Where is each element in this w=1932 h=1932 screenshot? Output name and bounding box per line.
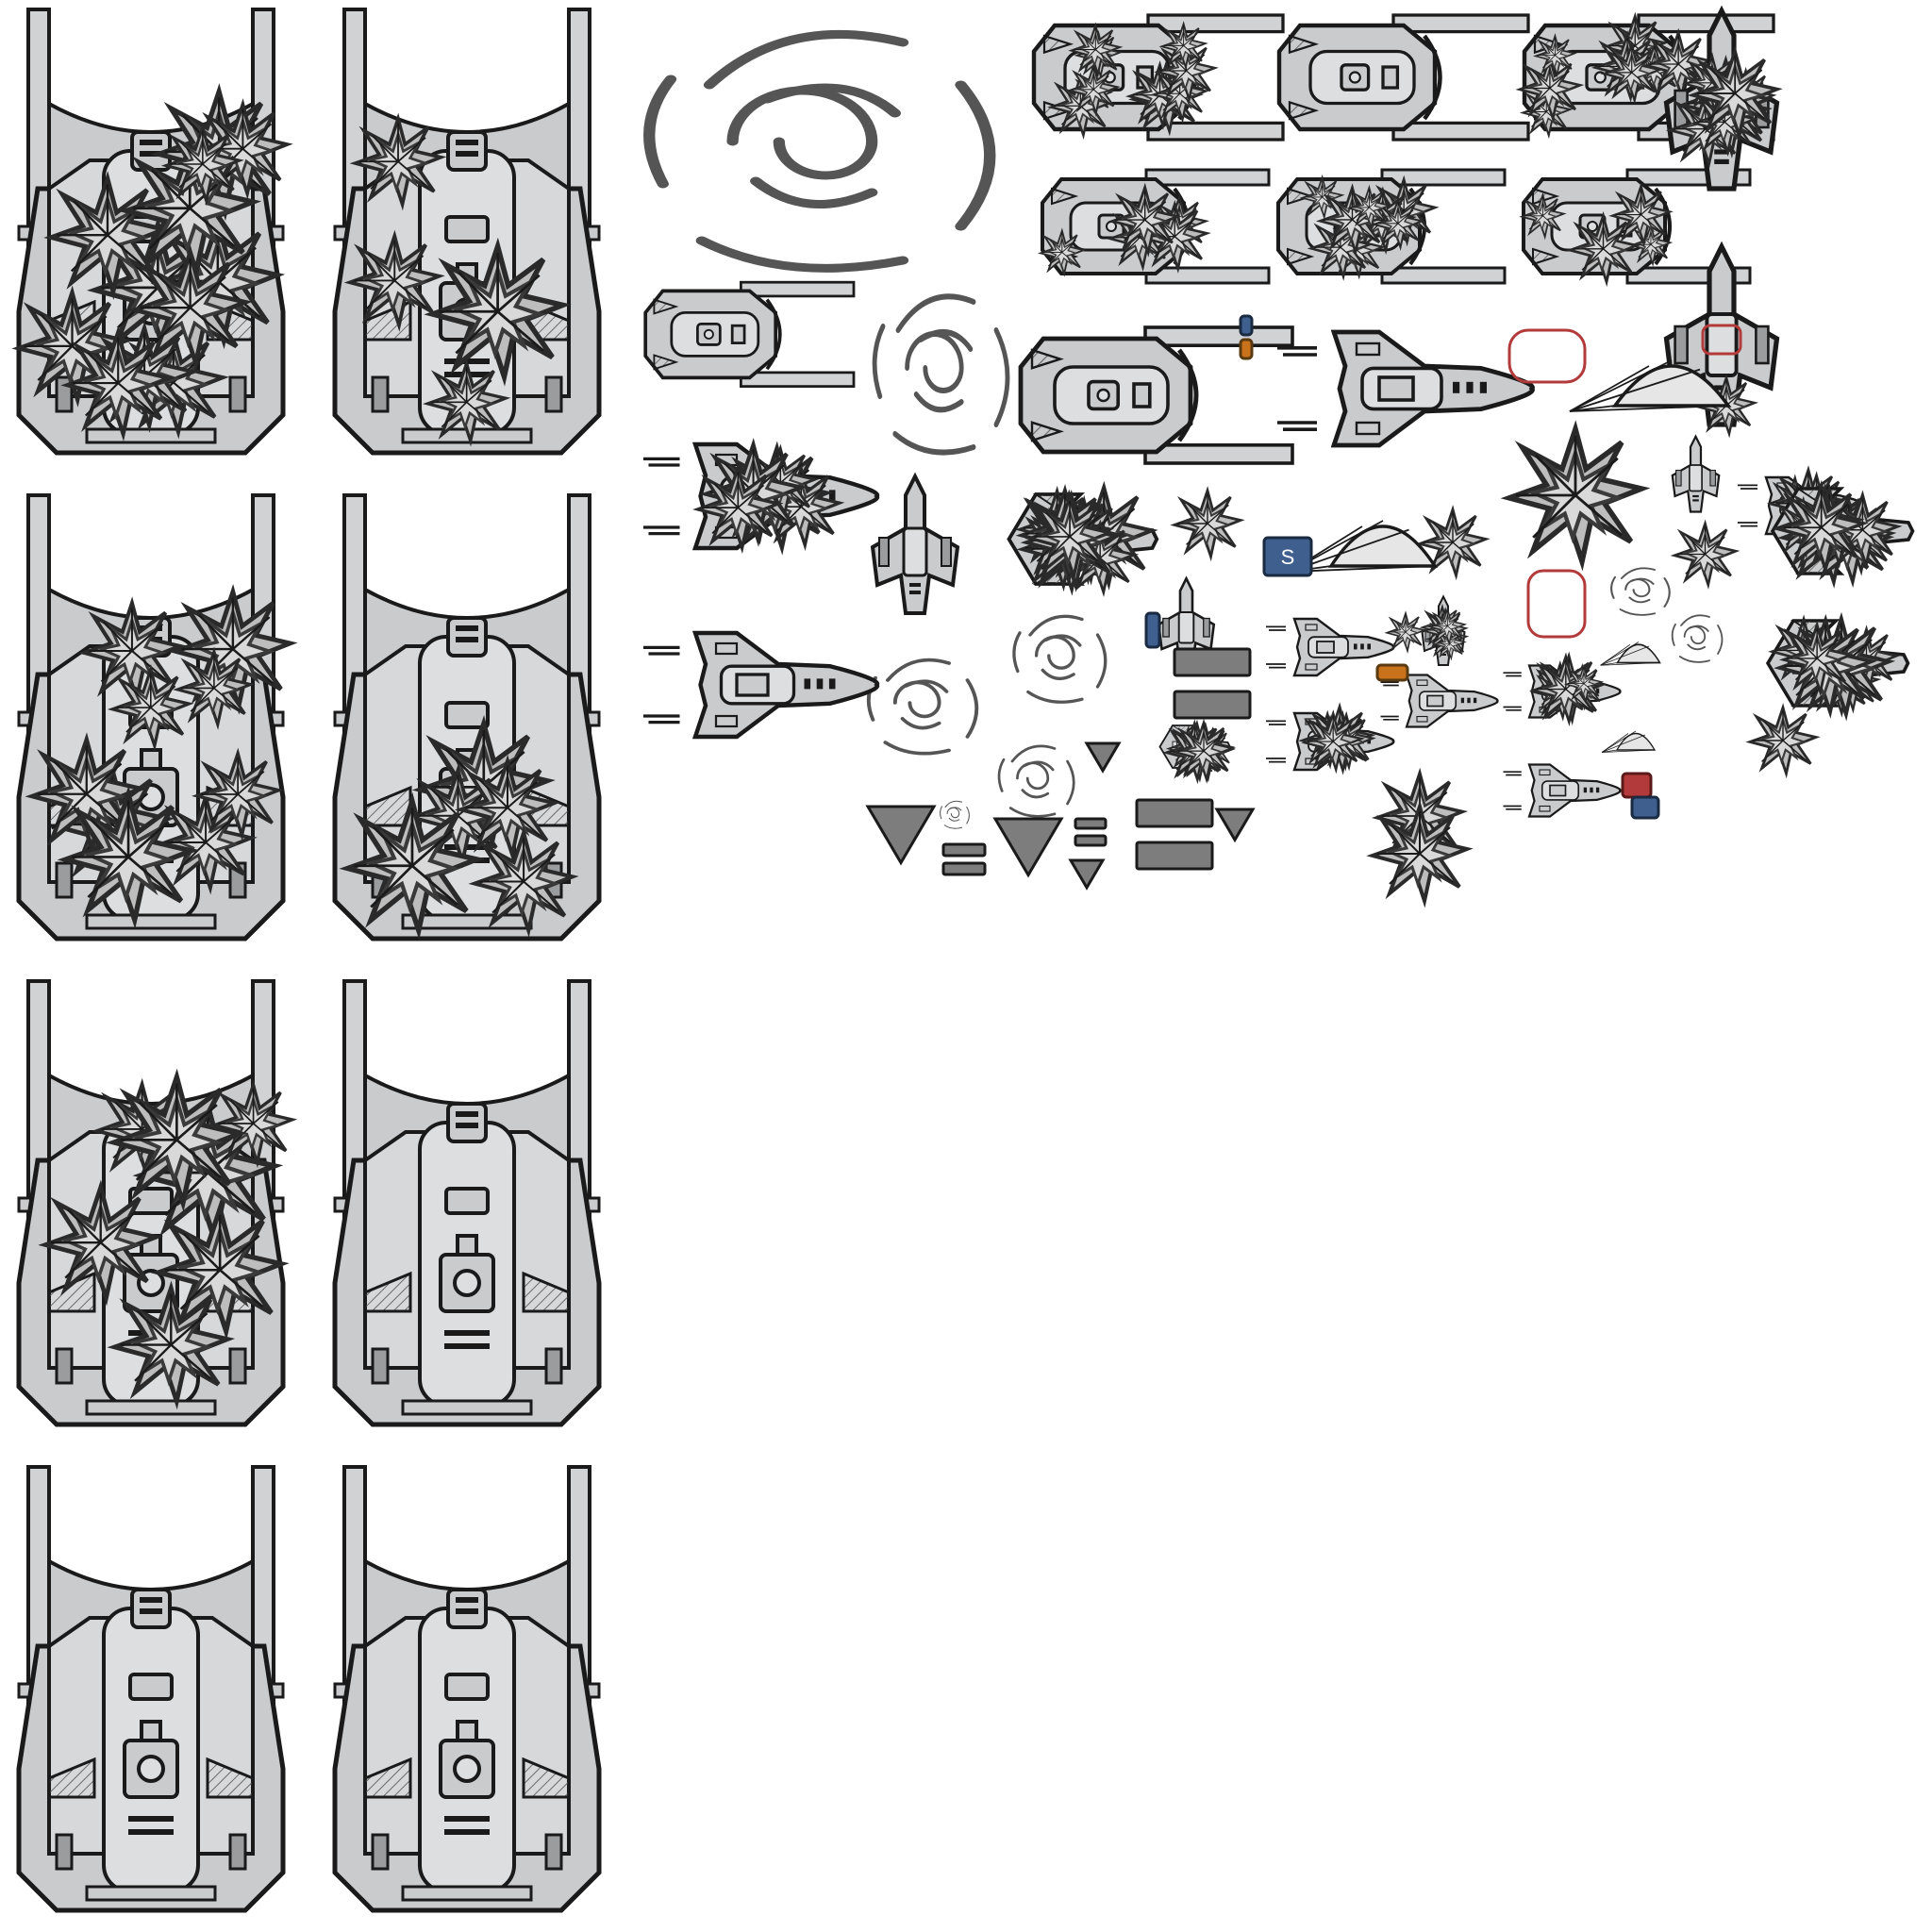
shuttle-frame-4	[1264, 617, 1395, 677]
bar-1	[1173, 647, 1252, 677]
boss-frame-7	[19, 1467, 283, 1910]
bar-small-2	[941, 861, 987, 876]
crate-label: S	[1281, 545, 1295, 569]
parachute-small-2	[1601, 730, 1656, 754]
bar-small-3	[1074, 817, 1108, 830]
smoke-puff-2	[1610, 567, 1671, 616]
explosion-1	[1173, 489, 1242, 558]
shuttle-frame-1	[1277, 332, 1533, 445]
shuttle-frame-3	[643, 633, 877, 737]
cruiser-frame-2	[1279, 15, 1528, 140]
explosion-8	[1748, 706, 1818, 775]
smoke-cloud-large	[649, 34, 990, 268]
crate-red-small	[1701, 324, 1742, 356]
bar-3	[1135, 798, 1214, 828]
explosion-5	[1509, 429, 1641, 561]
boss-frame-6	[335, 981, 599, 1424]
triangle-1	[865, 805, 937, 866]
explosion-7	[1371, 805, 1469, 903]
triangle-3	[1068, 858, 1106, 891]
fighter-frame-1	[871, 475, 959, 615]
smoke-cloud-small-2	[1012, 614, 1108, 704]
pickup-blue	[1144, 611, 1161, 649]
crate-red-tiny	[1621, 772, 1653, 799]
pickup-orange-small	[1239, 338, 1254, 360]
boss-frame-8	[335, 1467, 599, 1910]
bar-small-1	[941, 842, 987, 858]
fighter-frame-2	[1671, 435, 1721, 513]
smoke-puff-3	[1671, 614, 1724, 663]
explosion-3	[1673, 522, 1738, 587]
crate-blue-tiny	[1630, 795, 1660, 820]
cruiser-frame-7	[643, 280, 856, 389]
smoke-puff	[940, 800, 970, 829]
sprite-layer: S	[19, 9, 1915, 1910]
triangle-5	[1084, 741, 1122, 774]
bar-2	[1173, 690, 1252, 720]
pickup-orange	[1375, 663, 1409, 682]
smoke-cloud-small	[866, 658, 979, 756]
bar-small-4	[1074, 834, 1108, 847]
shuttle-frame-6	[1379, 674, 1499, 728]
parachute-small	[1599, 641, 1661, 667]
crate-red-outline	[1526, 569, 1587, 639]
shuttle-frame-8	[1502, 763, 1622, 818]
triangle-4	[1214, 808, 1256, 843]
crate-red-bomb	[1507, 328, 1587, 384]
smoke-cloud-medium	[874, 296, 1008, 452]
crate-blue	[1262, 536, 1313, 577]
triangle-2	[992, 817, 1064, 878]
bar-4	[1135, 841, 1214, 871]
pickup-blue-small	[1239, 314, 1254, 337]
smoke-cloud-small-3	[997, 744, 1075, 818]
